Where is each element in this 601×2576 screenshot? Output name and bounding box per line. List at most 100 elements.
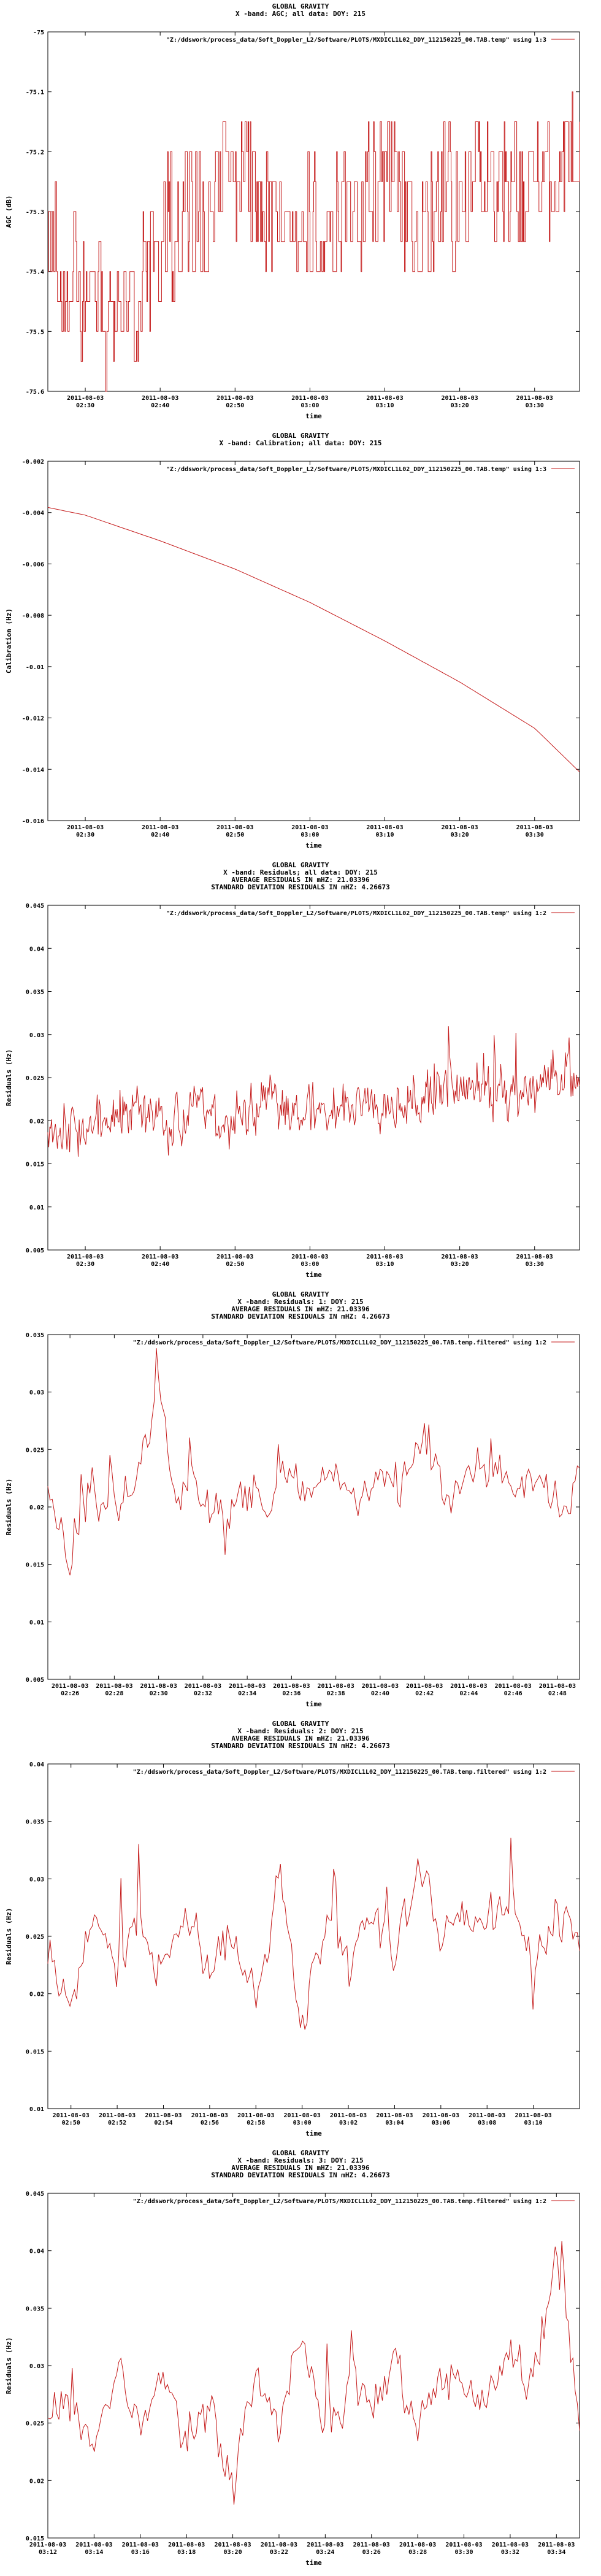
legend-label: "Z:/ddswork/process_data/Soft_Doppler_L2… (166, 36, 546, 44)
y-tick-label: 0.025 (26, 1075, 44, 1082)
y-tick-label: 0.02 (29, 1505, 44, 1511)
x-tick-label-time: 03:26 (362, 2549, 381, 2556)
chart-subtitle-line: X -band: Residuals: 3: DOY: 215 (237, 2156, 363, 2164)
x-tick-label-date: 2011-08-03 (284, 2112, 321, 2119)
y-axis-label: Residuals (Hz) (5, 1049, 13, 1106)
y-tick-label: 0.045 (26, 2191, 44, 2198)
chart-subtitle-line: AVERAGE RESIDUALS IN mHZ: 21.03396 (231, 1735, 370, 1742)
y-tick-label: 0.02 (29, 1991, 44, 1998)
x-tick-label-time: 03:20 (451, 832, 469, 838)
x-tick-label-date: 2011-08-03 (122, 2542, 159, 2548)
y-tick-label: 0.02 (29, 1118, 44, 1125)
x-axis-label: time (305, 1271, 322, 1279)
x-tick-label-time: 02:44 (459, 1690, 478, 1697)
x-tick-label-time: 03:00 (300, 1261, 319, 1268)
x-tick-label-time: 02:48 (548, 1690, 567, 1697)
y-tick-label: -75.4 (26, 269, 44, 276)
chart-subtitle-line: AVERAGE RESIDUALS IN mHZ: 21.03396 (231, 876, 370, 884)
y-tick-label: 0.03 (29, 1390, 44, 1397)
x-tick-label-date: 2011-08-03 (96, 1683, 132, 1690)
chart-subtitle-line: STANDARD DEVIATION RESIDUALS IN mHZ: 4.2… (211, 883, 389, 891)
x-tick-label-time: 03:20 (224, 2549, 242, 2556)
x-tick-label-time: 02:34 (238, 1690, 256, 1697)
chart-subtitle-line: AVERAGE RESIDUALS IN mHZ: 21.03396 (231, 1305, 370, 1313)
x-tick-label-date: 2011-08-03 (229, 1683, 266, 1690)
x-tick-label-date: 2011-08-03 (99, 2112, 136, 2119)
x-tick-label-date: 2011-08-03 (516, 395, 553, 402)
x-tick-label-time: 03:32 (501, 2549, 519, 2556)
x-tick-label-time: 02:28 (105, 1690, 123, 1697)
y-tick-label: 0.02 (29, 2478, 44, 2485)
x-tick-label-time: 03:02 (339, 2120, 358, 2126)
y-tick-label: -0.016 (22, 818, 44, 825)
x-tick-label-date: 2011-08-03 (191, 2112, 228, 2119)
x-tick-label-time: 02:30 (150, 1690, 168, 1697)
x-tick-label-date: 2011-08-03 (52, 1683, 88, 1690)
y-tick-label: -75.6 (26, 389, 44, 396)
x-tick-label-date: 2011-08-03 (216, 395, 253, 402)
x-tick-label-date: 2011-08-03 (366, 1254, 403, 1260)
y-tick-label: 0.035 (26, 2306, 44, 2312)
y-tick-label: 0.04 (29, 946, 44, 953)
x-tick-label-date: 2011-08-03 (495, 1683, 532, 1690)
y-axis-label: Residuals (Hz) (5, 2337, 13, 2394)
x-tick-label-time: 02:52 (108, 2120, 126, 2126)
legend-label: "Z:/ddswork/process_data/Soft_Doppler_L2… (166, 910, 546, 917)
x-tick-label-date: 2011-08-03 (353, 2542, 390, 2548)
x-tick-label-date: 2011-08-03 (423, 2112, 459, 2119)
x-tick-label-time: 02:38 (327, 1690, 345, 1697)
x-tick-label-time: 02:26 (61, 1690, 79, 1697)
x-tick-label-time: 03:16 (131, 2549, 150, 2556)
x-tick-label-date: 2011-08-03 (261, 2542, 297, 2548)
x-tick-label-time: 02:30 (76, 1261, 94, 1268)
x-tick-label-time: 03:20 (451, 402, 469, 409)
chart-subtitle-line: X -band: AGC; all data: DOY: 215 (235, 10, 366, 18)
x-tick-label-time: 02:30 (76, 402, 94, 409)
x-tick-label-date: 2011-08-03 (362, 1683, 399, 1690)
x-tick-label-date: 2011-08-03 (142, 395, 178, 402)
x-tick-label-time: 02:42 (415, 1690, 434, 1697)
x-tick-label-date: 2011-08-03 (406, 1683, 443, 1690)
x-tick-label-date: 2011-08-03 (145, 2112, 182, 2119)
series-line (47, 507, 580, 772)
x-tick-label-time: 03:06 (432, 2120, 450, 2126)
y-axis-label: Residuals (Hz) (5, 1908, 13, 1965)
x-tick-label-time: 02:40 (151, 402, 169, 409)
x-tick-label-date: 2011-08-03 (307, 2542, 343, 2548)
chart-subtitle-line: X -band: Calibration; all data: DOY: 215 (220, 439, 382, 447)
x-tick-label-date: 2011-08-03 (53, 2112, 90, 2119)
x-tick-label-date: 2011-08-03 (442, 1254, 478, 1260)
legend-label: "Z:/ddswork/process_data/Soft_Doppler_L2… (133, 1768, 546, 1776)
chart-title: GLOBAL GRAVITY (272, 1720, 329, 1728)
chart-title: GLOBAL GRAVITY (272, 2, 329, 10)
x-tick-label-date: 2011-08-03 (445, 2542, 482, 2548)
series-line (48, 91, 580, 392)
x-tick-label-date: 2011-08-03 (273, 1683, 310, 1690)
x-tick-label-date: 2011-08-03 (539, 1683, 576, 1690)
x-axis-label: time (305, 841, 322, 849)
x-tick-label-date: 2011-08-03 (291, 395, 328, 402)
y-tick-label: 0.015 (26, 1162, 44, 1168)
y-tick-label: 0.025 (26, 2421, 44, 2428)
y-tick-label: 0.025 (26, 1934, 44, 1941)
x-tick-label-date: 2011-08-03 (29, 2542, 66, 2548)
x-tick-label-time: 03:10 (375, 1261, 394, 1268)
x-tick-label-time: 02:30 (76, 832, 94, 838)
y-tick-label: 0.03 (29, 2363, 44, 2370)
x-tick-label-date: 2011-08-03 (237, 2112, 274, 2119)
x-tick-label-date: 2011-08-03 (442, 824, 478, 831)
x-tick-label-time: 02:58 (247, 2120, 265, 2126)
x-tick-label-date: 2011-08-03 (366, 395, 403, 402)
y-tick-label: 0.01 (29, 1619, 44, 1626)
x-tick-label-time: 02:36 (282, 1690, 300, 1697)
chart-subtitle-line: AVERAGE RESIDUALS IN mHZ: 21.03396 (231, 2164, 370, 2172)
x-tick-label-time: 03:22 (270, 2549, 288, 2556)
y-tick-label: 0.005 (26, 1677, 44, 1684)
plot-frame (47, 1334, 580, 1680)
x-tick-label-time: 03:04 (385, 2120, 404, 2126)
y-tick-label: 0.025 (26, 1447, 44, 1454)
x-tick-label-time: 03:14 (85, 2549, 103, 2556)
x-tick-label-time: 03:24 (316, 2549, 334, 2556)
